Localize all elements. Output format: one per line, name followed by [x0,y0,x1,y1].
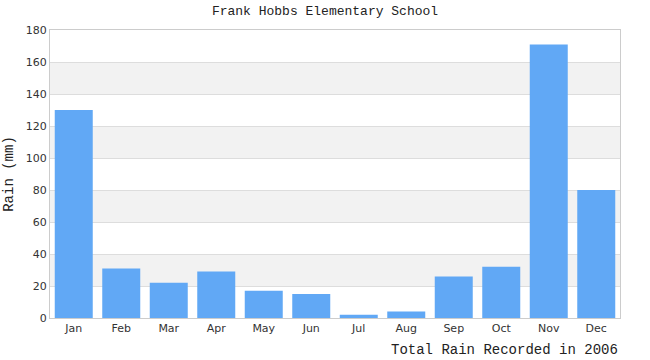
svg-text:May: May [252,322,275,335]
svg-text:Frank Hobbs Elementary School: Frank Hobbs Elementary School [212,4,438,19]
svg-text:120: 120 [26,120,47,133]
svg-text:Jan: Jan [64,322,82,335]
svg-text:Aug: Aug [396,322,417,335]
svg-text:60: 60 [33,216,47,229]
svg-text:Jun: Jun [302,322,320,335]
svg-text:20: 20 [33,280,47,293]
svg-text:Mar: Mar [158,322,179,335]
svg-text:160: 160 [26,56,47,69]
svg-text:100: 100 [26,152,47,165]
svg-text:40: 40 [33,248,47,261]
svg-text:80: 80 [33,184,47,197]
svg-text:Jul: Jul [351,322,365,335]
svg-text:180: 180 [26,24,47,37]
svg-text:Nov: Nov [538,322,560,335]
svg-text:Sep: Sep [443,322,464,335]
svg-text:Rain (mm): Rain (mm) [1,136,17,212]
svg-text:Total Rain Recorded in 2006: Total Rain Recorded in 2006 [391,342,618,358]
svg-text:Dec: Dec [586,322,607,335]
svg-text:140: 140 [26,88,47,101]
svg-text:0: 0 [40,312,47,325]
svg-text:Apr: Apr [207,322,227,335]
svg-text:Oct: Oct [492,322,512,335]
svg-text:Feb: Feb [112,322,131,335]
